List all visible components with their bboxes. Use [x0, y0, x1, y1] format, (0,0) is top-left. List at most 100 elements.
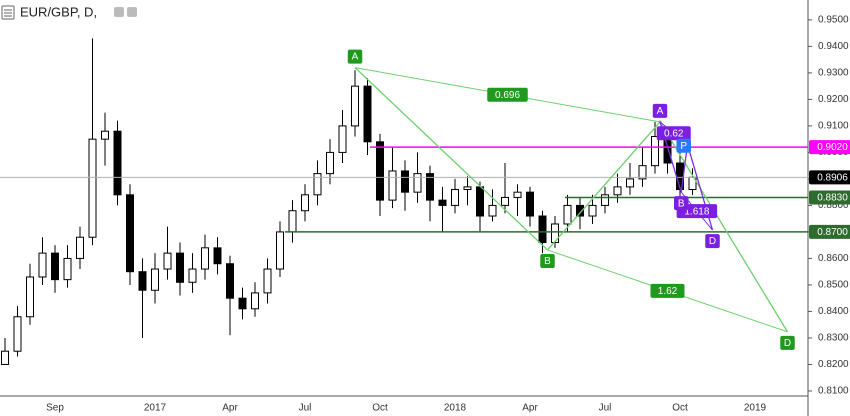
- y-tick-label: 0.9100: [818, 121, 849, 132]
- y-tick-label: 0.8400: [818, 306, 849, 317]
- pattern-ratio: 0.62: [664, 128, 684, 139]
- candle-body: [326, 151, 334, 175]
- candle-body: [501, 196, 509, 206]
- pattern-ratio: 0.696: [495, 90, 520, 101]
- pattern-point-label-box: [540, 253, 555, 268]
- menu-icon[interactable]: [1, 5, 15, 20]
- y-tick-label: 0.8100: [818, 386, 849, 397]
- candle-body: [176, 252, 184, 283]
- y-tick-label: 0.8200: [818, 359, 849, 370]
- y-tick-label: 0.9300: [818, 68, 849, 79]
- pattern-leg: [547, 121, 661, 251]
- candle-body: [463, 186, 472, 191]
- pattern-point-label: D: [784, 338, 791, 349]
- y-tick-label: 0.9400: [818, 41, 849, 52]
- candle-body: [1, 350, 9, 365]
- candle-body: [113, 130, 122, 196]
- x-tick-label: Apr: [522, 403, 538, 414]
- candle-body: [338, 125, 347, 153]
- candle-body: [576, 204, 584, 217]
- candle-body: [401, 170, 409, 193]
- candle-body: [601, 194, 609, 206]
- pattern-point-label: B: [544, 256, 551, 267]
- candle-body: [638, 165, 647, 180]
- candle-body: [301, 194, 309, 212]
- annotation-box: [676, 138, 691, 153]
- candle-body: [426, 173, 434, 201]
- pattern-ratio-box: [487, 87, 528, 102]
- price-level-label: 0.8700: [817, 227, 848, 238]
- candle-body: [526, 191, 534, 217]
- candle-body: [151, 268, 159, 291]
- candle-body: [276, 231, 284, 270]
- x-tick-label: 2018: [444, 403, 467, 414]
- y-tick-label: 0.9200: [818, 94, 849, 105]
- candle-body: [38, 252, 47, 278]
- pattern-ratio: 1.62: [658, 286, 678, 297]
- candle-body: [313, 173, 322, 196]
- candle-body: [651, 136, 659, 167]
- pattern-point-label: B: [678, 198, 685, 209]
- candle-body: [438, 199, 447, 206]
- candle-body: [251, 292, 259, 310]
- candle-body: [163, 252, 172, 270]
- pattern-point-label-box: [705, 234, 720, 249]
- candle-body: [476, 186, 484, 217]
- candle-body: [226, 263, 234, 299]
- x-tick-label: Jul: [599, 403, 612, 414]
- pattern-point-label-box: [347, 49, 363, 64]
- candle-body: [51, 252, 59, 281]
- candle-body: [351, 85, 359, 127]
- candle-body: [388, 170, 397, 201]
- pattern-leg: [659, 121, 789, 333]
- price-level-label-box: [809, 140, 850, 155]
- candle-body: [263, 268, 272, 294]
- price-level-label: 0.9020: [817, 142, 848, 153]
- candle-body: [626, 178, 634, 188]
- candle-body: [363, 85, 372, 143]
- x-tick-label: 2019: [744, 403, 767, 414]
- candle-body: [538, 215, 547, 244]
- y-tick-label: 0.8300: [818, 333, 849, 344]
- candle-body: [88, 138, 97, 238]
- annotation: P: [680, 141, 687, 152]
- y-tick-label: 0.9500: [818, 15, 849, 26]
- price-level-label-box: [809, 190, 850, 205]
- candle-body: [563, 204, 572, 225]
- x-tick-label: Oct: [372, 403, 388, 414]
- candle-body: [26, 276, 34, 318]
- pattern-point-label: A: [352, 52, 359, 63]
- settings-icon[interactable]: [127, 7, 137, 17]
- pattern-ratio-box: [656, 126, 691, 141]
- visibility-icon[interactable]: [114, 7, 124, 17]
- pattern-point-label-box: [652, 103, 668, 118]
- candle-body: [376, 141, 384, 201]
- pattern-leg: [354, 67, 548, 251]
- candle-body: [213, 247, 222, 265]
- candle-body: [101, 130, 109, 140]
- candle-body: [126, 194, 134, 273]
- pattern-ratio-box: [650, 283, 685, 298]
- candle-body: [188, 268, 197, 283]
- candle-body: [288, 210, 297, 233]
- x-tick-label: Sep: [46, 403, 64, 414]
- x-tick-label: Jul: [299, 403, 312, 414]
- candle-body: [13, 316, 22, 352]
- pattern-point-label-box: [674, 196, 689, 211]
- price-level-label: 0.8830: [817, 193, 848, 204]
- candle-body: [613, 186, 622, 196]
- pattern-point-label: D: [709, 236, 716, 247]
- price-level-label-box: [809, 224, 850, 239]
- candle-body: [76, 236, 84, 259]
- candle-body: [488, 204, 497, 217]
- candle-body: [551, 223, 559, 244]
- x-tick-label: Apr: [222, 403, 238, 414]
- pattern-point-label-box: [780, 335, 795, 350]
- candle-body: [413, 173, 422, 193]
- x-tick-label: Oct: [672, 403, 688, 414]
- pattern-point-label: A: [657, 106, 664, 117]
- candle-body: [63, 257, 72, 281]
- price-level-label: 0.8906: [817, 172, 848, 183]
- price-level-label-box: [809, 170, 850, 185]
- candle-body: [238, 297, 247, 310]
